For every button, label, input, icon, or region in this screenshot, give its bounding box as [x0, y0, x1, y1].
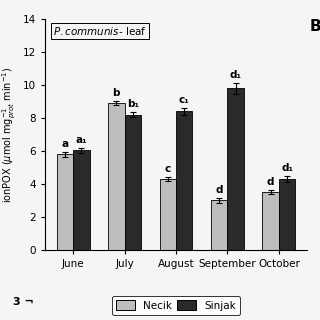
Text: a: a	[61, 139, 68, 149]
Text: d₁: d₁	[230, 69, 242, 80]
Bar	[228, 88, 244, 250]
Text: d: d	[267, 177, 274, 187]
Text: b: b	[113, 88, 120, 98]
Bar	[176, 111, 192, 250]
Bar	[160, 179, 176, 250]
Text: d: d	[215, 185, 223, 195]
Text: $\it{P. communis}$- leaf: $\it{P. communis}$- leaf	[53, 25, 147, 37]
Bar	[262, 192, 279, 250]
Y-axis label: ionPOX ($\mu$mol mg$^{-1}_{prot}$ min$^{-1}$): ionPOX ($\mu$mol mg$^{-1}_{prot}$ min$^{…	[1, 66, 18, 203]
Text: 3 ¬: 3 ¬	[13, 297, 34, 307]
Text: d₁: d₁	[281, 163, 293, 172]
Text: a₁: a₁	[76, 135, 87, 145]
Bar	[211, 200, 228, 250]
Text: c: c	[165, 164, 171, 174]
Legend: Necik, Sinjak: Necik, Sinjak	[112, 296, 240, 315]
Bar	[57, 154, 73, 250]
Bar	[124, 115, 141, 250]
Text: c₁: c₁	[179, 95, 190, 105]
Bar	[108, 103, 124, 250]
Text: b₁: b₁	[127, 99, 139, 109]
Bar	[279, 179, 295, 250]
Bar	[73, 150, 90, 250]
Text: B: B	[310, 19, 320, 34]
